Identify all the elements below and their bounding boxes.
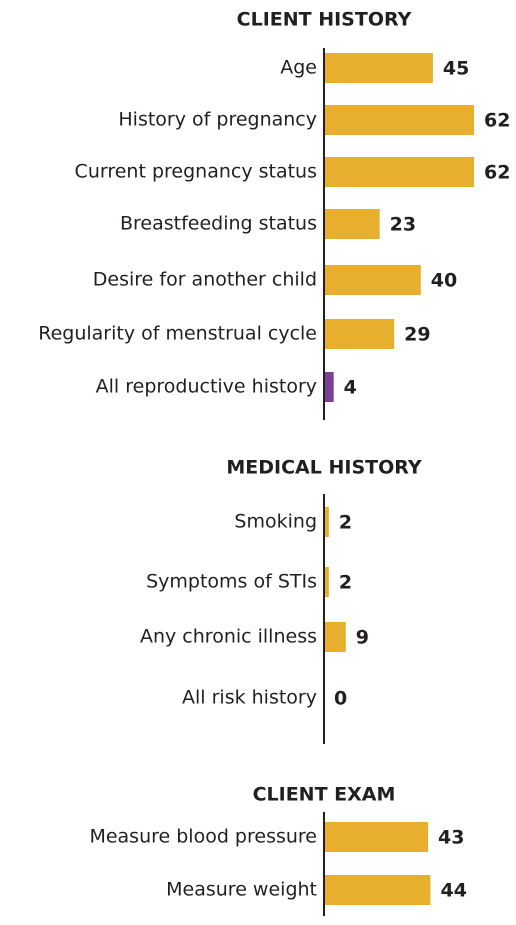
value-label: 62	[484, 162, 510, 184]
category-label: History of pregnancy	[118, 109, 317, 131]
value-label: 4	[344, 377, 357, 399]
bar	[324, 209, 380, 239]
value-label: 9	[356, 627, 369, 649]
section-title: CLIENT HISTORY	[237, 9, 412, 31]
section-title: MEDICAL HISTORY	[226, 457, 421, 479]
bar	[324, 319, 395, 349]
bar	[324, 507, 329, 537]
value-label: 2	[339, 512, 352, 534]
bar	[324, 567, 329, 597]
category-label: Regularity of menstrual cycle	[38, 323, 317, 345]
value-label: 40	[431, 270, 457, 292]
category-label: Smoking	[234, 511, 317, 533]
bar	[324, 105, 475, 135]
bar	[324, 372, 334, 402]
value-label: 23	[390, 214, 416, 236]
value-label: 2	[339, 572, 352, 594]
value-label: 44	[440, 880, 466, 902]
value-label: 62	[484, 110, 510, 132]
category-label: Current pregnancy status	[75, 161, 317, 183]
category-label: Age	[280, 57, 317, 79]
bar	[324, 53, 433, 83]
bar	[324, 822, 429, 852]
value-label: 0	[334, 688, 347, 710]
category-label: Any chronic illness	[140, 626, 317, 648]
bar	[324, 157, 475, 187]
category-label: All reproductive history	[96, 376, 317, 398]
category-label: All risk history	[182, 687, 317, 709]
category-label: Measure weight	[166, 879, 317, 901]
bar	[324, 875, 431, 905]
category-label: Measure blood pressure	[89, 826, 317, 848]
category-label: Breastfeeding status	[120, 213, 317, 235]
value-label: 43	[438, 827, 464, 849]
value-label: 45	[443, 58, 469, 80]
category-label: Symptoms of STIs	[146, 571, 317, 593]
bar	[324, 622, 346, 652]
category-label: Desire for another child	[93, 269, 317, 291]
value-label: 29	[404, 324, 430, 346]
bar	[324, 265, 421, 295]
section-title: CLIENT EXAM	[253, 784, 396, 806]
